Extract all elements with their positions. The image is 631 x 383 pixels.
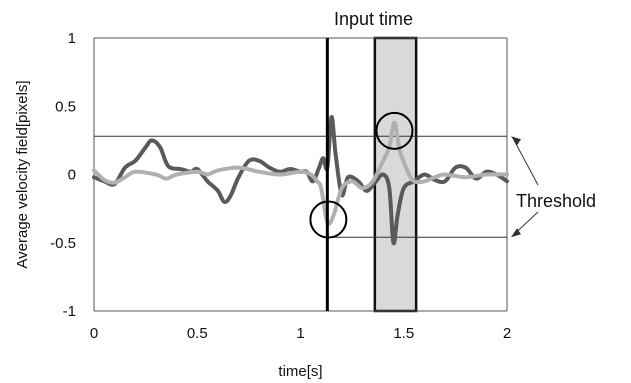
y-tick-label: -1 [63,303,76,320]
x-tick-label: 1.5 [393,325,414,342]
y-tick-label: 1 [68,30,76,47]
y-tick-label: -0.5 [50,235,76,252]
x-tick-labels: 0 0.5 1 1.5 2 [90,325,511,342]
x-tick-label: 0 [90,325,98,342]
threshold-label: Threshold [516,191,596,211]
threshold-arrow-upper [513,138,538,185]
x-axis-label: time[s] [278,363,322,380]
threshold-arrows [511,136,538,237]
y-axis-label: Average velocity field[pixels] [14,80,31,268]
threshold-lines [94,136,507,237]
x-tick-label: 1 [296,325,304,342]
x-tick-label: 2 [503,325,511,342]
y-tick-label: 0.5 [55,98,76,115]
input-time-label: Input time [334,9,413,29]
y-tick-labels: 1 0.5 0 -0.5 -1 [50,30,76,320]
series-line-2 [94,123,507,224]
y-tick-label: 0 [68,167,76,184]
x-tick-label: 0.5 [187,325,208,342]
